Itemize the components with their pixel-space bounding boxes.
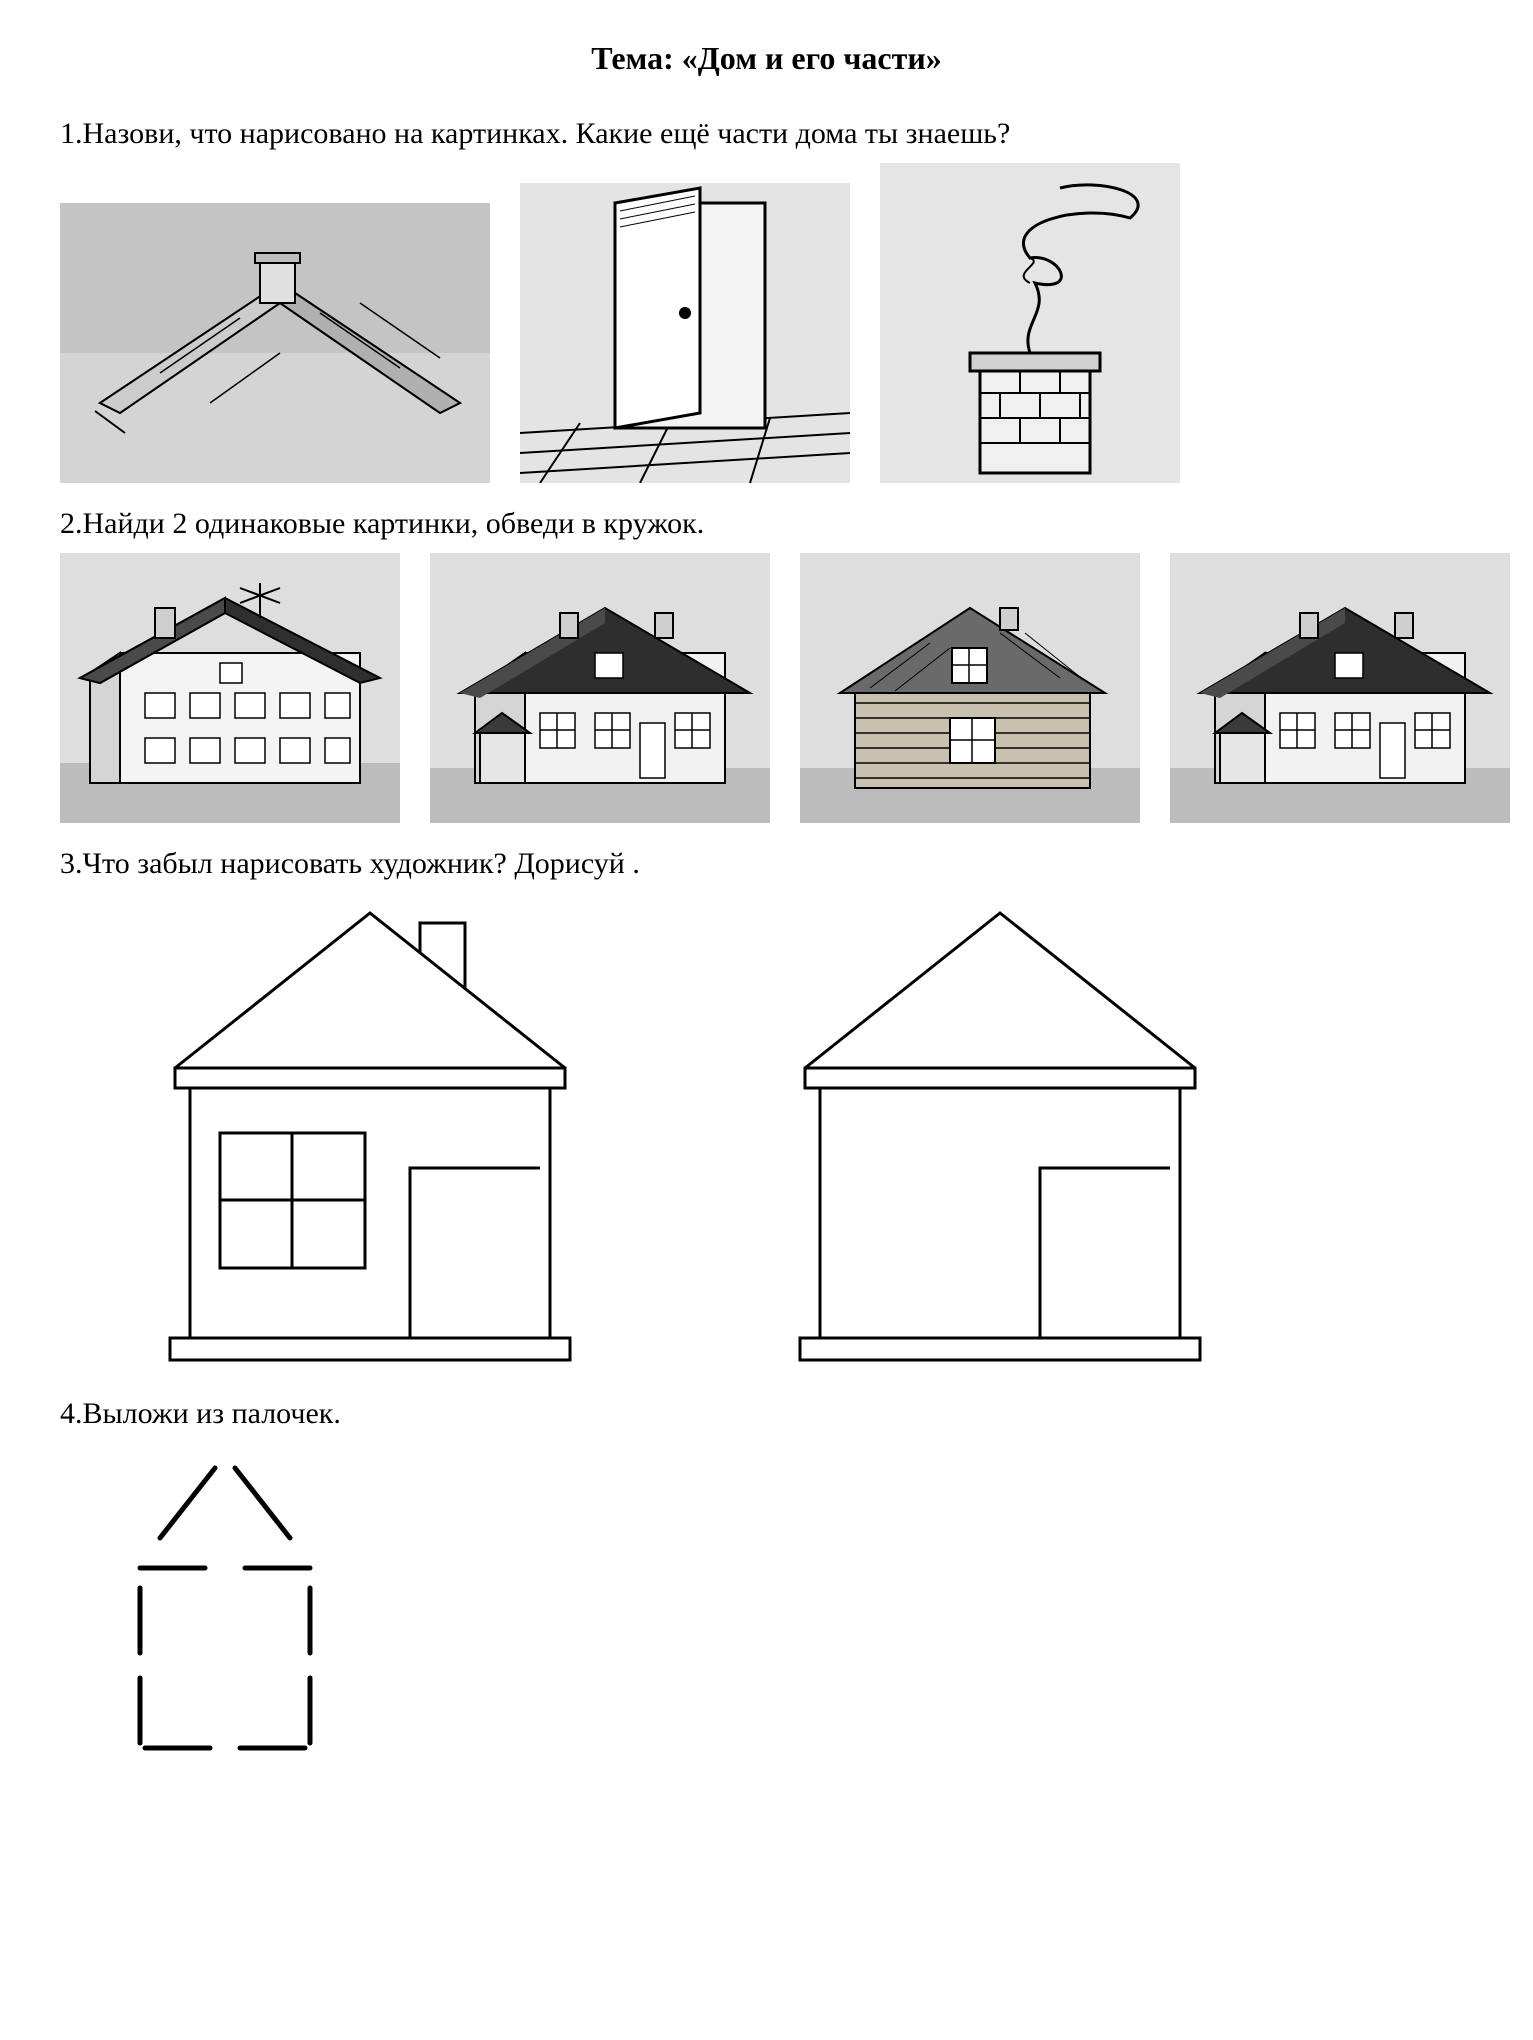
house-1 [60,553,400,823]
outline-house-2 [750,893,1270,1373]
house-4 [1170,553,1510,823]
door-icon [520,183,850,483]
outline-house-1 [120,893,640,1373]
task-2-text: 2.Найди 2 одинаковые картинки, обведи в … [60,507,1473,541]
task-1-text: 1.Назови, что нарисовано на картинках. К… [60,117,1473,151]
task-3-text: 3.Что забыл нарисовать художник? Дорисуй… [60,847,1473,881]
page-title: Тема: «Дом и его части» [60,40,1473,77]
task-2-images [60,553,1473,823]
task-3-images [60,893,1473,1373]
roof-icon [60,203,490,483]
house-3 [800,553,1140,823]
sticks-house [60,1443,1473,1763]
house-2 [430,553,770,823]
chimney-icon [880,163,1180,483]
task-4-text: 4.Выложи из палочек. [60,1397,1473,1431]
task-1-images [60,163,1473,483]
